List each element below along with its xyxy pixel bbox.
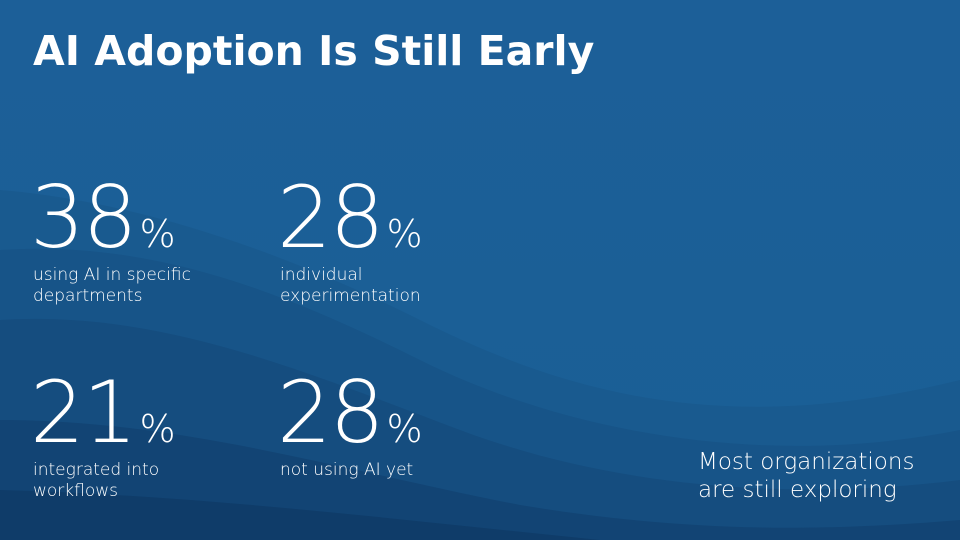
stat-value: 38 [30, 168, 135, 268]
stat-description: experimentation [280, 286, 421, 306]
note: Most organizations [698, 449, 914, 475]
stat-description: departments [33, 286, 142, 306]
slide-title: AI Adoption Is Still Early [33, 27, 594, 75]
stat-value: 28 [277, 363, 382, 463]
stat-description: using AI in specific [33, 265, 191, 285]
stat-description: not using AI yet [280, 460, 413, 480]
stat-description: workflows [33, 481, 118, 501]
stat-value: 28 [277, 168, 382, 268]
stat-unit: % [139, 407, 175, 451]
wave [0, 490, 600, 540]
stat-value: 21 [30, 363, 135, 463]
note: are still exploring [698, 477, 897, 503]
stat-unit: % [386, 407, 422, 451]
stat-unit: % [139, 212, 175, 256]
stat-unit: % [386, 212, 422, 256]
stat-description: integrated into [33, 460, 159, 480]
stat-description: individual [280, 265, 363, 285]
